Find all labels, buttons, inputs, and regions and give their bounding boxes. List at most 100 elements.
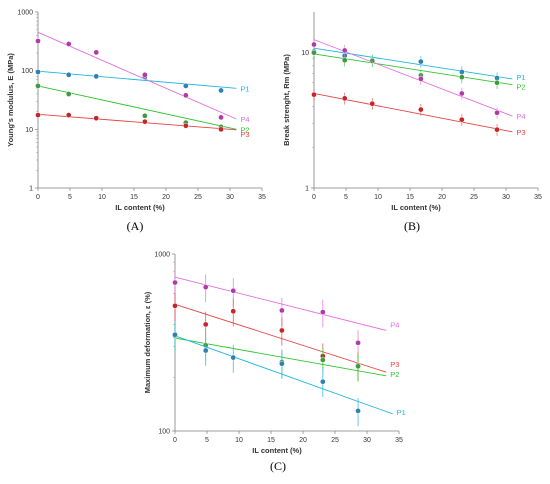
data-point xyxy=(418,58,424,65)
chart-panel-1: 0 5 10 15 20 25 30 35 1 10 100 1000 IL content (%) Yo… xyxy=(6,10,266,234)
x-tick-label: 20 xyxy=(438,194,446,201)
data-point xyxy=(35,38,41,44)
data-point xyxy=(418,106,424,113)
series-p1: P1 xyxy=(172,321,406,427)
x-tick-label: 10 xyxy=(374,194,382,201)
x-tick-label: 35 xyxy=(258,194,266,201)
x-tick-label: 15 xyxy=(406,194,414,201)
y-tick-label: 100 xyxy=(21,68,33,75)
trend-line xyxy=(313,39,513,117)
data-point xyxy=(279,307,285,314)
data-point xyxy=(202,284,209,290)
x-tick-label: 20 xyxy=(162,194,170,201)
series-label: P2 xyxy=(240,125,249,134)
y-tick-label: 100 xyxy=(158,429,170,436)
data-point xyxy=(142,71,148,78)
series-label: P1 xyxy=(516,73,525,82)
y-axis-title: Young's modulus, E (MPa) xyxy=(6,53,15,147)
data-point xyxy=(182,92,189,99)
trend-line xyxy=(174,337,387,377)
y-tick-label: 1 xyxy=(305,186,309,193)
series-label: P3 xyxy=(390,360,399,369)
series-label: P3 xyxy=(516,128,525,137)
y-tick-label: 1000 xyxy=(154,252,170,259)
series-label: P1 xyxy=(397,408,406,417)
chart-panel-2: 0 5 10 15 20 25 30 35 1 10 IL content (%) Break str… xyxy=(282,12,542,233)
data-point xyxy=(418,76,424,82)
data-point xyxy=(172,279,178,286)
x-axis-title: IL content (%) xyxy=(115,203,165,212)
series-label: P2 xyxy=(516,83,525,92)
series-p3: P3 xyxy=(311,89,526,137)
data-point xyxy=(341,95,348,102)
series-label: P2 xyxy=(390,370,399,379)
data-point xyxy=(172,302,178,309)
data-point xyxy=(230,354,237,361)
trend-line xyxy=(174,335,393,415)
x-tick-label: 5 xyxy=(344,194,348,201)
data-point xyxy=(341,57,348,64)
x-axis-title: IL content (%) xyxy=(391,203,441,212)
series-p2: P2 xyxy=(35,83,250,134)
data-point xyxy=(369,100,376,107)
data-point xyxy=(142,112,148,119)
data-point xyxy=(172,331,178,338)
data-point xyxy=(319,309,326,315)
series-p4: P4 xyxy=(311,38,526,121)
x-tick-label: 15 xyxy=(267,437,275,444)
data-point xyxy=(35,83,41,89)
series-p4: P4 xyxy=(35,31,250,124)
data-point xyxy=(311,41,317,48)
x-tick-label: 5 xyxy=(68,194,72,201)
data-point xyxy=(230,287,237,294)
x-tick-label: 0 xyxy=(173,437,177,444)
x-tick-label: 35 xyxy=(534,194,542,201)
data-point xyxy=(93,73,100,80)
data-point xyxy=(494,126,500,133)
x-tick-label: 25 xyxy=(470,194,478,201)
data-point xyxy=(319,378,326,385)
y-tick-label: 10 xyxy=(301,50,309,57)
x-tick-label: 0 xyxy=(36,194,40,201)
data-point xyxy=(355,363,361,370)
series-p3: P3 xyxy=(35,112,250,139)
panel-label: (B) xyxy=(404,219,420,233)
y-tick-label: 1000 xyxy=(17,10,33,17)
data-point xyxy=(341,47,348,54)
series-label: P1 xyxy=(240,84,249,93)
data-point xyxy=(458,116,465,123)
x-tick-label: 35 xyxy=(395,437,403,444)
panel-label: (C) xyxy=(270,459,286,473)
series-label: P4 xyxy=(390,320,399,329)
data-point xyxy=(202,321,209,328)
data-point xyxy=(93,49,100,56)
data-point xyxy=(458,74,465,80)
trend-line xyxy=(174,276,387,331)
trend-line xyxy=(37,31,237,120)
data-point xyxy=(65,91,72,97)
data-point xyxy=(202,347,209,354)
data-point xyxy=(35,112,41,118)
data-point xyxy=(182,122,189,129)
series-label: P3 xyxy=(240,130,249,139)
data-point xyxy=(65,112,72,118)
data-point xyxy=(218,126,224,133)
trend-line xyxy=(37,113,237,131)
x-tick-label: 30 xyxy=(363,437,371,444)
x-tick-label: 15 xyxy=(130,194,138,201)
series-p4: P4 xyxy=(172,269,399,359)
data-point xyxy=(355,407,361,414)
series-p1: P1 xyxy=(35,69,250,93)
x-tick-label: 30 xyxy=(502,194,510,201)
x-tick-label: 5 xyxy=(205,437,209,444)
data-point xyxy=(311,49,317,56)
chart-panel-3: 0 5 10 15 20 25 30 35 100 1000 IL content (%) Maxim… xyxy=(143,252,406,474)
data-point xyxy=(65,71,72,78)
x-tick-label: 25 xyxy=(194,194,202,201)
data-point xyxy=(65,41,72,47)
data-point xyxy=(182,83,189,89)
x-tick-label: 0 xyxy=(312,194,316,201)
trend-line xyxy=(174,303,387,373)
data-point xyxy=(218,114,224,121)
x-tick-label: 30 xyxy=(226,194,234,201)
